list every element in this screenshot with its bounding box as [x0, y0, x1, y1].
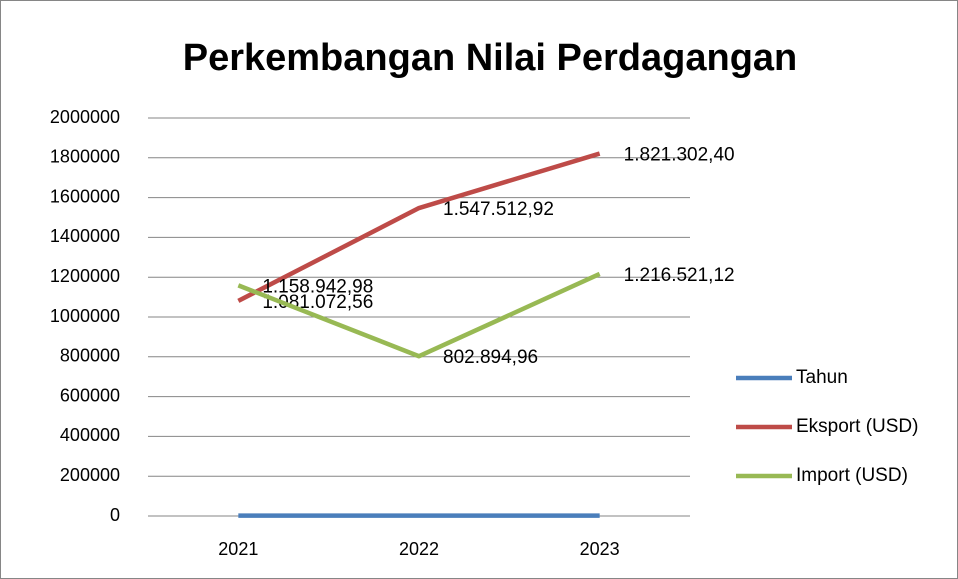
x-tick-label: 2022 [399, 539, 439, 559]
data-label: 1.821.302,40 [624, 145, 735, 166]
y-tick-label: 1000000 [50, 306, 120, 326]
y-tick-label: 400000 [60, 425, 120, 445]
series-line [237, 151, 601, 303]
data-label: 1.547.512,92 [443, 199, 554, 220]
y-tick-label: 1600000 [50, 186, 120, 206]
y-tick-label: 2000000 [50, 107, 120, 127]
x-tick-label: 2021 [218, 539, 258, 559]
data-label: 1.158.942,98 [262, 276, 373, 297]
y-tick-label: 1400000 [50, 226, 120, 246]
legend-label: Eksport (USD) [796, 416, 918, 437]
data-label: 1.216.521,12 [624, 265, 735, 286]
chart-title: Perkembangan Nilai Perdagangan [183, 37, 798, 79]
legend-label: Import (USD) [796, 465, 908, 486]
y-tick-label: 200000 [60, 465, 120, 485]
y-tick-label: 1800000 [50, 147, 120, 167]
y-tick-label: 0 [110, 505, 120, 525]
legend-label: Tahun [796, 367, 848, 388]
x-tick-label: 2023 [580, 539, 620, 559]
series-line [237, 271, 601, 359]
data-label: 802.894,96 [443, 347, 538, 368]
y-tick-label: 600000 [60, 385, 120, 405]
y-tick-label: 800000 [60, 346, 120, 366]
y-tick-label: 1200000 [50, 266, 120, 286]
